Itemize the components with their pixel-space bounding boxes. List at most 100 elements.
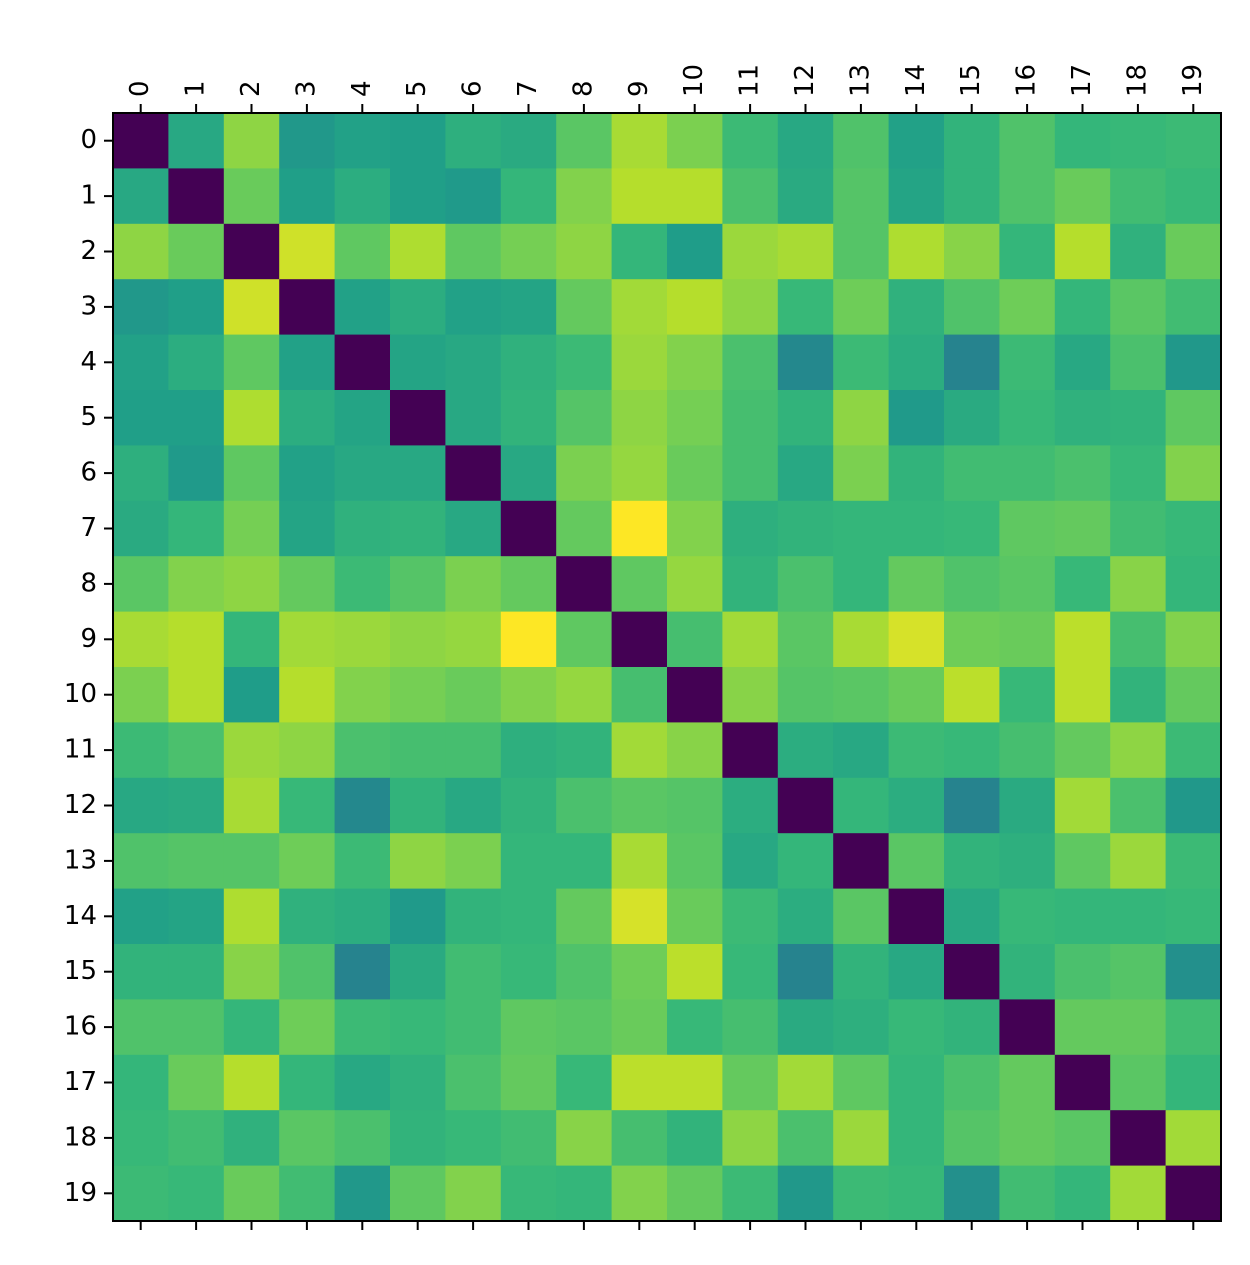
heatmap-cell [611,611,668,668]
heatmap-cell [888,1165,945,1222]
heatmap-cell [168,667,225,723]
heatmap-cell [833,1165,890,1222]
x-tick-label: 10 [679,64,709,97]
heatmap-cell [279,445,336,502]
heatmap-cell [556,833,613,890]
x-tick-label: 19 [1178,64,1208,97]
heatmap-cell [888,999,945,1056]
heatmap-cell [611,777,668,834]
heatmap-cell [833,667,890,723]
x-tick-label: 13 [845,64,875,97]
heatmap-cell [1165,113,1222,169]
heatmap-cell [833,777,890,834]
heatmap-cell [334,445,391,502]
heatmap-cell [667,1110,723,1167]
x-tick-label: 9 [624,80,654,97]
x-tick-label: 4 [347,80,377,97]
heatmap-cell [279,888,336,945]
heatmap-cell [556,500,613,557]
heatmap-cell [445,611,502,668]
heatmap-cell [999,1054,1056,1111]
heatmap-cell [334,667,391,723]
heatmap-cell [833,168,890,225]
heatmap-cell [1165,500,1222,557]
heatmap-cell [944,1165,1000,1222]
y-tick-label: 18 [64,1122,97,1152]
heatmap-cell [279,667,336,723]
heatmap-cell [500,722,557,779]
heatmap-cell [556,888,613,945]
heatmap-cell [334,1165,391,1222]
heatmap-cell [223,777,280,834]
heatmap-cell [113,113,169,169]
heatmap-cell [999,1165,1056,1222]
heatmap-cell [500,667,557,723]
heatmap-cell [611,999,668,1056]
heatmap-cell [944,500,1000,557]
heatmap-cell [999,223,1056,280]
x-tick-label: 3 [291,80,321,97]
heatmap-cell [944,445,1000,502]
heatmap-cell [833,279,890,336]
heatmap-cell [999,611,1056,668]
x-tick-label: 1 [181,80,211,97]
heatmap-cell [1054,1054,1111,1111]
heatmap-cell [113,445,169,502]
heatmap-cell [279,722,336,779]
heatmap-cell [223,445,280,502]
heatmap-cell [888,556,945,613]
heatmap-cell [168,999,225,1056]
heatmap-cell [1110,667,1167,723]
x-tick-label: 8 [568,80,598,97]
heatmap-cell [279,334,336,391]
heatmap-cell [833,722,890,779]
heatmap-cell [1110,168,1167,225]
y-tick-label: 4 [80,347,97,377]
heatmap-cell [113,999,169,1056]
heatmap-cell [667,1054,723,1111]
heatmap-cell [279,556,336,613]
heatmap-cell [888,445,945,502]
heatmap-cell [445,777,502,834]
x-tick-label: 11 [735,64,765,97]
heatmap-cell [168,168,225,225]
heatmap-cell [390,390,446,446]
heatmap-cell [999,999,1056,1056]
heatmap-cell [223,390,280,446]
heatmap-cell [445,279,502,336]
x-tick-label: 15 [956,64,986,97]
heatmap-cell [1054,390,1111,446]
heatmap-cell [279,1165,336,1222]
heatmap-cell [667,334,723,391]
heatmap-cell [113,390,169,446]
heatmap-cell [611,1165,668,1222]
heatmap-cell [168,113,225,169]
heatmap-cell [722,113,779,169]
heatmap-cell [888,223,945,280]
heatmap-cell [500,611,557,668]
heatmap-cell [667,556,723,613]
heatmap-cell [611,113,668,169]
heatmap-cell [445,1165,502,1222]
heatmap-cell [1054,334,1111,391]
heatmap-cell [445,667,502,723]
heatmap-cell [390,223,446,280]
heatmap-cell [999,168,1056,225]
heatmap-cell [279,279,336,336]
heatmap-cell [667,445,723,502]
heatmap-cell [888,944,945,1000]
heatmap-cell [556,445,613,502]
heatmap-cell [1054,1165,1111,1222]
heatmap-cell [611,556,668,613]
heatmap-cell [722,999,779,1056]
heatmap-cell [722,168,779,225]
heatmap-cell [113,223,169,280]
heatmap-cell [168,556,225,613]
heatmap-cell [1054,888,1111,945]
heatmap-cell [1054,556,1111,613]
y-tick-label: 15 [64,956,97,986]
heatmap-cell [556,944,613,1000]
heatmap-cell [334,722,391,779]
heatmap-cell [445,1110,502,1167]
heatmap-cell [1165,223,1222,280]
